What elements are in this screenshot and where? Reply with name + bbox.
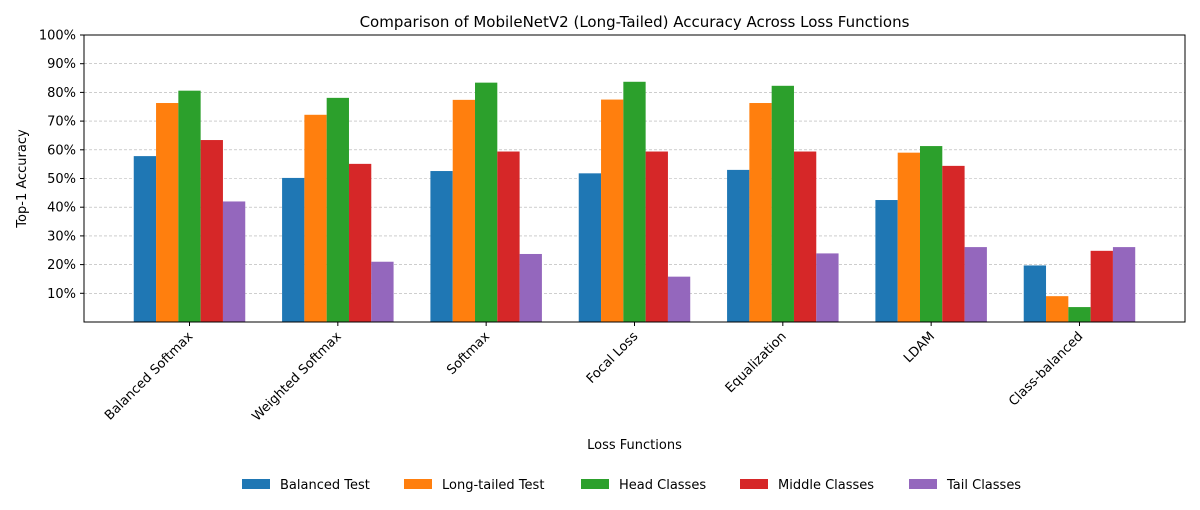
bar bbox=[816, 253, 839, 322]
bar bbox=[1090, 250, 1113, 322]
y-tick-label: 40% bbox=[47, 201, 76, 216]
bar bbox=[1068, 307, 1091, 322]
bar bbox=[222, 201, 246, 322]
bar bbox=[326, 97, 349, 322]
legend-swatch bbox=[242, 479, 270, 489]
y-tick-label: 50% bbox=[47, 172, 76, 187]
y-axis-label: Top-1 Accuracy bbox=[15, 129, 30, 229]
x-tick-label: LDAM bbox=[901, 329, 938, 366]
legend-swatch bbox=[581, 479, 609, 489]
bar bbox=[282, 177, 305, 322]
x-tick-label: Balanced Softmax bbox=[102, 329, 196, 423]
legend-label: Balanced Test bbox=[280, 478, 370, 493]
x-tick-label: Softmax bbox=[444, 329, 493, 378]
y-tick-label: 20% bbox=[47, 258, 76, 273]
bar bbox=[942, 165, 965, 322]
y-axis: 10% 20% 30% 40% 50% 60% 70% 80% 90% 100% bbox=[39, 29, 84, 302]
bar bbox=[1112, 247, 1136, 322]
legend-swatch bbox=[909, 479, 937, 489]
bar bbox=[964, 247, 987, 322]
legend-label: Long-tailed Test bbox=[442, 478, 544, 493]
y-tick-label: 10% bbox=[47, 287, 76, 302]
y-tick-label: 90% bbox=[47, 57, 76, 72]
bar bbox=[304, 114, 327, 322]
y-tick-label: 30% bbox=[47, 229, 76, 244]
bar bbox=[371, 261, 394, 322]
bar bbox=[178, 90, 201, 322]
legend-swatch bbox=[404, 479, 432, 489]
bar bbox=[645, 151, 668, 322]
bar bbox=[578, 173, 602, 322]
bars bbox=[133, 81, 1136, 322]
x-tick-label: Weighted Softmax bbox=[249, 329, 344, 424]
y-tick-label: 100% bbox=[39, 29, 76, 44]
x-axis: Balanced Softmax Weighted Softmax Softmax F… bbox=[102, 322, 1086, 424]
bar bbox=[348, 163, 372, 322]
bar bbox=[623, 81, 646, 322]
bar bbox=[475, 82, 498, 322]
y-tick-label: 60% bbox=[47, 143, 76, 158]
bar bbox=[452, 99, 476, 322]
legend-label: Tail Classes bbox=[946, 478, 1021, 493]
bar bbox=[897, 152, 920, 322]
bar bbox=[920, 146, 943, 322]
bar bbox=[875, 200, 898, 322]
bar bbox=[601, 99, 624, 322]
legend: Balanced Test Long-tailed Test Head Classe… bbox=[242, 478, 1021, 493]
bar bbox=[727, 169, 750, 322]
bar bbox=[1046, 296, 1069, 322]
chart-title: Comparison of MobileNetV2 (Long-Tailed) … bbox=[360, 13, 910, 31]
bar bbox=[519, 253, 542, 322]
bar bbox=[793, 151, 817, 322]
x-tick-label: Class-balanced bbox=[1006, 329, 1086, 409]
x-tick-label: Focal Loss bbox=[584, 329, 642, 387]
y-tick-label: 70% bbox=[47, 115, 76, 130]
bar bbox=[1023, 265, 1047, 322]
x-tick-label: Equalization bbox=[723, 329, 790, 396]
legend-swatch bbox=[740, 479, 768, 489]
y-tick-label: 80% bbox=[47, 86, 76, 101]
legend-label: Head Classes bbox=[619, 478, 706, 493]
bar bbox=[749, 103, 772, 322]
bar bbox=[200, 140, 223, 322]
bar bbox=[156, 103, 179, 322]
bar bbox=[771, 85, 794, 322]
x-axis-label: Loss Functions bbox=[587, 438, 682, 453]
bar bbox=[497, 151, 520, 322]
bar bbox=[430, 171, 453, 322]
bar bbox=[133, 156, 157, 322]
bar bbox=[667, 276, 691, 322]
legend-label: Middle Classes bbox=[778, 478, 874, 493]
